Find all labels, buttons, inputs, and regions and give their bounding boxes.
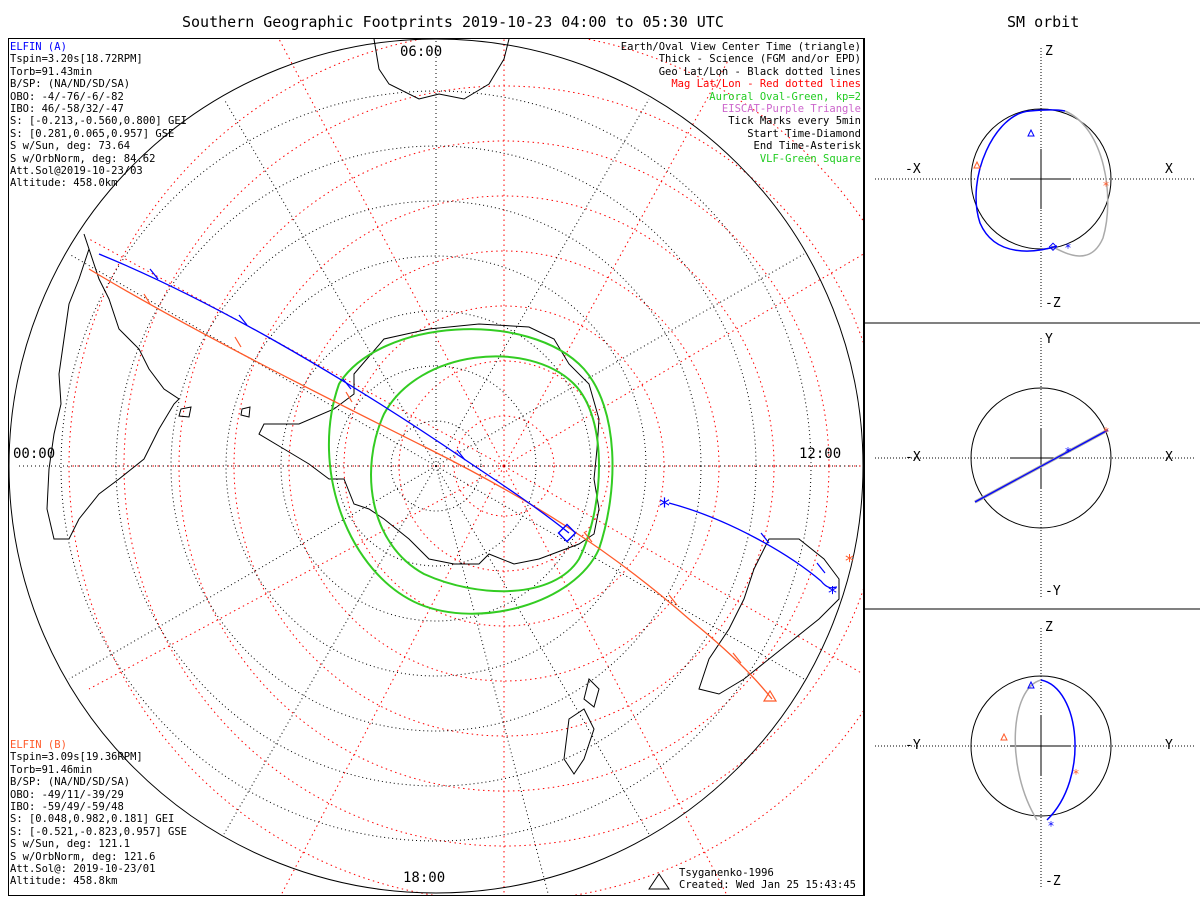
elfin-a-start-diamond xyxy=(557,523,577,543)
hour-label-bottom: 18:00 xyxy=(403,870,446,886)
elfin-a-line: Att.Sol@2019-10-23/03 xyxy=(10,165,143,178)
orbit-axis-label: -Y xyxy=(1045,584,1061,599)
elfin-a-info: ELFIN (A) Tspin=3.20s[18.72RPM] Torb=91.… xyxy=(10,41,187,190)
elfin-a-line: Altitude: 458.0km xyxy=(10,177,118,190)
orbit-axis-label: -Z xyxy=(1045,874,1061,889)
elfin-a-line: S: [0.281,0.065,0.957] GSE xyxy=(10,127,175,140)
legend-entry: Tick Marks every 5min xyxy=(728,115,861,128)
hour-label-top: 06:00 xyxy=(400,44,443,60)
elfin-a-line: S w/OrbNorm, deg: 84.62 xyxy=(10,152,156,165)
orbit-title: SM orbit xyxy=(1007,13,1080,31)
elfin-b-line: S w/OrbNorm, deg: 121.6 xyxy=(10,850,156,863)
elfin-a-line: S w/Sun, deg: 73.64 xyxy=(10,140,131,153)
elfin-b-end-asterisk: * xyxy=(845,551,854,572)
elfin-b-track xyxy=(88,268,773,700)
auroral-oval xyxy=(327,328,614,615)
sm-orbit-frame: * * * * * * xyxy=(864,38,1200,896)
legend-entry: Start Time-Diamond xyxy=(747,127,861,140)
elfin-b-line: Torb=91.46min xyxy=(10,763,93,776)
orbit-axis-label: Y xyxy=(1045,332,1053,347)
svg-text:*: * xyxy=(1073,767,1079,781)
elfin-a-track xyxy=(98,253,838,589)
orbit-axis-label: X xyxy=(1165,450,1173,465)
elfin-b-line: Att.Sol@: 2019-10-23/01 xyxy=(10,863,156,876)
orbit-axis-label: -X xyxy=(905,450,921,465)
orbit-panel-xy: * * xyxy=(875,338,1195,598)
elfin-a-line: Torb=91.43min xyxy=(10,65,93,78)
svg-text:*: * xyxy=(1048,819,1054,833)
legend-entry: VLF-Green Square xyxy=(759,152,861,165)
orbit-panel-yz: * * xyxy=(875,628,1195,888)
legend-entry: Auroral Oval-Green, kp=2 xyxy=(709,90,861,103)
orbit-axis-label: Y xyxy=(1165,738,1173,753)
legend-entry: EISCAT-Purple Triangle xyxy=(721,103,861,115)
svg-text:*: * xyxy=(1103,179,1109,193)
orbit-axis-label: Z xyxy=(1045,44,1053,59)
elfin-a-end-asterisk: * xyxy=(828,583,837,604)
elfin-a-line: OBO: -4/-76/-6/-82 xyxy=(10,90,124,103)
orbit-axis-label: X xyxy=(1165,162,1173,177)
orbit-axis-label: -Z xyxy=(1045,296,1061,311)
plot-title: Southern Geographic Footprints 2019-10-2… xyxy=(182,13,724,31)
orbit-panel-xz: * * xyxy=(875,48,1195,308)
earth-limb xyxy=(9,39,863,894)
sm-orbit-svg: * * * * * * xyxy=(865,48,1200,888)
elfin-a-header: ELFIN (A) xyxy=(10,41,67,53)
orbit-axis-label: -X xyxy=(905,162,921,177)
polar-map: * * * xyxy=(9,39,863,895)
elfin-b-line: OBO: -49/11/-39/29 xyxy=(10,788,124,801)
elfin-a-line: S: [-0.213,-0.560,0.800] GEI xyxy=(10,115,188,128)
elfin-b-line: Altitude: 458.8km xyxy=(10,875,118,888)
elfin-b-info: ELFIN (B) Tspin=3.09s[19.36RPM] Torb=91.… xyxy=(10,739,187,888)
hour-label-right: 12:00 xyxy=(799,446,842,462)
elfin-a-line: Tspin=3.20s[18.72RPM] xyxy=(10,53,143,66)
elfin-a-line: IBO: 46/-58/32/-47 xyxy=(10,103,124,116)
legend-entry: Mag Lat/Lon - Red dotted lines xyxy=(671,78,861,91)
legend-entry: Earth/Oval View Center Time (triangle) xyxy=(620,41,861,53)
elfin-b-line: IBO: -59/49/-59/48 xyxy=(10,801,124,814)
elfin-b-line: S: [0.048,0.982,0.181] GEI xyxy=(10,813,175,826)
elfin-b-header: ELFIN (B) xyxy=(10,739,67,751)
elfin-b-line: B/SP: (NA/ND/SD/SA) xyxy=(10,776,131,789)
created-timestamp: Created: Wed Jan 25 15:43:45 2023 xyxy=(679,879,863,891)
elfin-b-line: S: [-0.521,-0.823,0.957] GSE xyxy=(10,825,188,838)
elfin-a-ticks xyxy=(149,268,826,574)
elfin-b-view-center-triangle xyxy=(762,689,778,702)
legend-entry: End Time-Asterisk xyxy=(753,140,861,153)
hour-label-left: 00:00 xyxy=(13,446,56,462)
legend-entry: Geo Lat/Lon - Black dotted lines xyxy=(658,65,861,78)
elfin-b-line: Tspin=3.09s[19.36RPM] xyxy=(10,751,143,764)
orbit-axis-label: Z xyxy=(1045,620,1053,635)
elfin-b-line: S w/Sun, deg: 121.1 xyxy=(10,838,131,851)
legend-entry: Thick - Science (FGM and/or EPD) xyxy=(658,53,861,66)
svg-text:*: * xyxy=(1065,445,1071,459)
orbit-axis-label: -Y xyxy=(905,738,921,753)
legend: Earth/Oval View Center Time (triangle) T… xyxy=(601,41,861,171)
elfin-a-line: B/SP: (NA/ND/SD/SA) xyxy=(10,78,131,91)
geo-lon-lines xyxy=(19,39,859,895)
elfin-a-start-asterisk: * xyxy=(659,495,670,520)
svg-text:*: * xyxy=(1065,241,1071,255)
elfin-b-ticks xyxy=(143,293,742,664)
model-label: Tsyganenko-1996 xyxy=(679,867,774,879)
svg-text:*: * xyxy=(1103,425,1109,439)
footprint-map-panel: * * * 06:00 00:00 12:00 18:00 ELFIN (A) … xyxy=(8,38,864,896)
